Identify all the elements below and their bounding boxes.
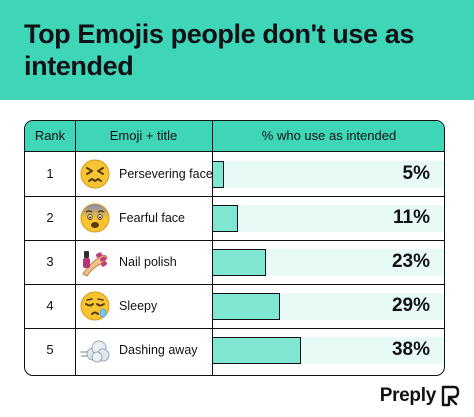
table-row: 1 Persevering face 5% <box>25 152 444 197</box>
rank-cell: 2 <box>46 210 54 225</box>
rank-cell: 4 <box>46 298 54 313</box>
emoji-label: Nail polish <box>119 255 177 269</box>
sleepy-face-icon <box>80 291 110 321</box>
page-title: Top Emojis people don't use as intended <box>24 19 414 81</box>
persevering-face-icon <box>80 159 110 189</box>
emoji-label: Sleepy <box>119 299 158 313</box>
header-percent: % who use as intended <box>261 128 397 143</box>
bar-track <box>212 161 444 188</box>
column-divider <box>75 121 76 375</box>
table-row: 3 Nail polish 23% <box>25 240 444 285</box>
rank-cell: 5 <box>46 342 54 357</box>
emoji-table: Rank Emoji + title % who use as intended… <box>24 120 445 376</box>
bar-track <box>212 337 444 364</box>
bar-value-label: 29% <box>391 295 430 316</box>
fearful-face-icon <box>80 203 110 233</box>
bar-value-label: 5% <box>402 163 430 184</box>
table-row: 5 Dashing away 38% <box>25 328 444 373</box>
brand-name: Preply <box>379 385 437 406</box>
bar-fill <box>212 205 238 232</box>
column-divider <box>212 121 213 375</box>
dashing-away-icon <box>80 340 110 363</box>
preply-logo: Preply <box>380 385 460 407</box>
emoji-label: Dashing away <box>119 343 198 357</box>
emoji-label: Persevering face <box>119 167 213 181</box>
table-row: 4 Sleepy 29% <box>25 284 444 329</box>
nail-polish-icon <box>82 251 108 277</box>
header-rank: Rank <box>34 128 66 143</box>
title-banner: Top Emojis people don't use as intended <box>0 0 474 100</box>
bar-value-label: 23% <box>391 251 430 272</box>
bar-fill <box>212 161 224 188</box>
table-row: 2 Fearful face 11% <box>25 196 444 241</box>
bar-fill <box>212 249 266 276</box>
bar-value-label: 38% <box>391 339 430 360</box>
bar-track <box>212 249 444 276</box>
bar-track <box>212 205 444 232</box>
rank-cell: 1 <box>46 166 54 181</box>
bar-track <box>212 293 444 320</box>
rank-cell: 3 <box>46 254 54 269</box>
table-header: Rank Emoji + title % who use as intended <box>25 121 444 152</box>
bar-fill <box>212 293 280 320</box>
bar-fill <box>212 337 301 364</box>
preply-logo-icon <box>441 385 460 407</box>
header-emoji-title: Emoji + title <box>109 128 178 143</box>
emoji-label: Fearful face <box>119 211 186 225</box>
bar-value-label: 11% <box>393 207 430 228</box>
